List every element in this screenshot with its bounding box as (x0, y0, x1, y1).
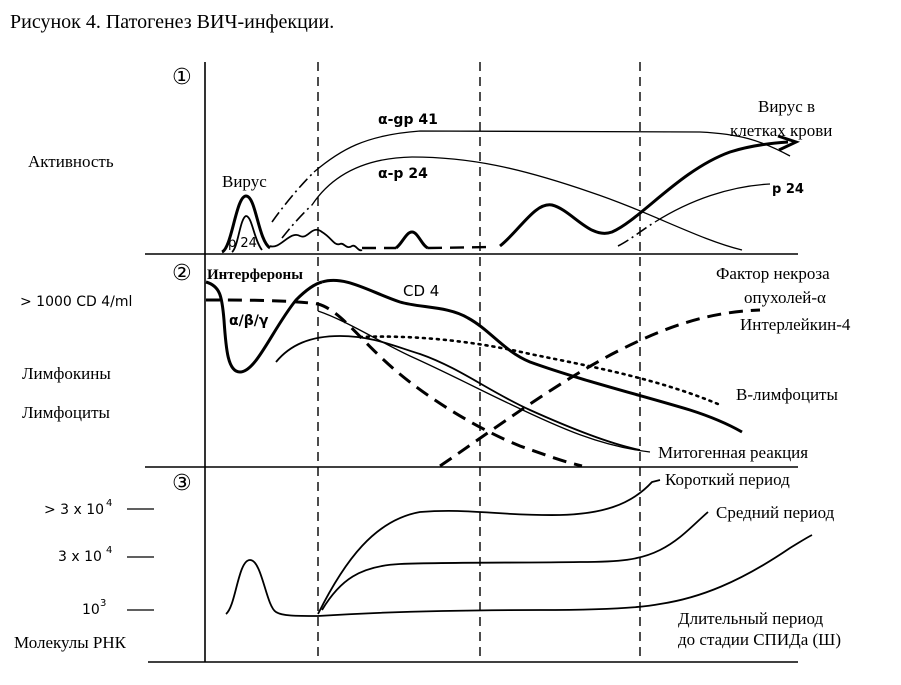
lymphokines-label: Лимфокины (22, 364, 111, 383)
virus-in-blood-curve (499, 140, 789, 248)
panel-2-curves (205, 278, 761, 468)
short-period-curve (317, 479, 661, 615)
p24-late-curve (654, 183, 771, 223)
rna-high-base: > 3 x 10 (44, 502, 104, 518)
tnf-label-2: опухолей-α (744, 288, 826, 307)
lymphocytes-label: Лимфоциты (22, 403, 111, 422)
rna-early-peak-curve (225, 559, 319, 617)
panel-number-1: ① (172, 65, 192, 90)
short-period-label: Короткий период (665, 470, 790, 489)
rna-mid-exp: 4 (106, 545, 112, 556)
activity-label: Активность (28, 152, 114, 171)
p24-late-dashed (617, 221, 656, 247)
medium-period-label: Средний период (716, 503, 835, 522)
long-period-curve (317, 534, 813, 617)
abg-label: α/β/γ (229, 313, 269, 329)
cd4-curve (321, 278, 743, 434)
rna-mid-base: 3 x 10 (58, 549, 102, 565)
virus-label: Вирус (222, 172, 267, 191)
b-lymphocytes-curve (358, 335, 720, 406)
long-period-label-2: до стадии СПИДа (Ш) (678, 630, 841, 649)
rna-low-label: 10 3 (82, 598, 106, 618)
rna-low-base: 10 (82, 602, 100, 618)
virus-peak-curve (220, 194, 272, 254)
figure-title: Рисунок 4. Патогенез ВИЧ-инфекции. (10, 11, 334, 33)
cd4-count-label: > 1000 CD 4/ml (20, 294, 132, 310)
long-period-label-1: Длительный период (678, 609, 824, 628)
interferons-label: Интерфероны (207, 267, 303, 283)
tnf-label-1: Фактор некроза (716, 264, 830, 283)
virus-in-blood-label-2: клетках крови (730, 121, 832, 140)
rna-low-exp: 3 (100, 598, 106, 609)
a-gp41-dashed (271, 171, 315, 223)
virus-in-blood-label-1: Вирус в (758, 97, 815, 116)
b-lymphocytes-label: B-лимфоциты (736, 385, 838, 404)
panel-number-3: ③ (172, 471, 192, 496)
il4-label: Интерлейкин-4 (740, 315, 851, 334)
rna-high-label: > 3 x 10 4 (44, 498, 112, 518)
panel-number-2: ② (172, 261, 192, 286)
a-p24-curve (311, 156, 743, 251)
a-gp41-label: α-gp 41 (378, 112, 438, 128)
virus-in-blood-arrow (777, 134, 801, 152)
a-p24-label: α-p 24 (378, 166, 428, 182)
a-gp41-curve (313, 130, 791, 173)
il4-rise-curve (439, 308, 761, 468)
a-p24-dashed (281, 204, 313, 239)
lymphokines-curve (275, 335, 641, 451)
interferons-curve (205, 280, 323, 374)
panel-1-curves (220, 130, 801, 254)
rna-molecules-label: Молекулы РНК (14, 633, 127, 652)
medium-period-curve (321, 511, 709, 611)
rna-mid-label: 3 x 10 4 (58, 545, 112, 565)
virus-small-hump (395, 230, 429, 250)
rna-high-exp: 4 (106, 498, 112, 509)
diagram-frame (145, 62, 798, 663)
panel-3-curves (225, 479, 813, 617)
p24-peak-curve (231, 215, 263, 253)
cd4-label: CD 4 (403, 282, 439, 300)
p24-peak-label: p 24 (228, 236, 257, 251)
virus-low-dashed-2 (427, 245, 491, 250)
mitogen-curve (317, 310, 651, 453)
virus-oscillation-curve (269, 228, 363, 252)
mitogen-label: Митогенная реакция (658, 443, 808, 462)
p24-late-label: p 24 (772, 182, 804, 197)
